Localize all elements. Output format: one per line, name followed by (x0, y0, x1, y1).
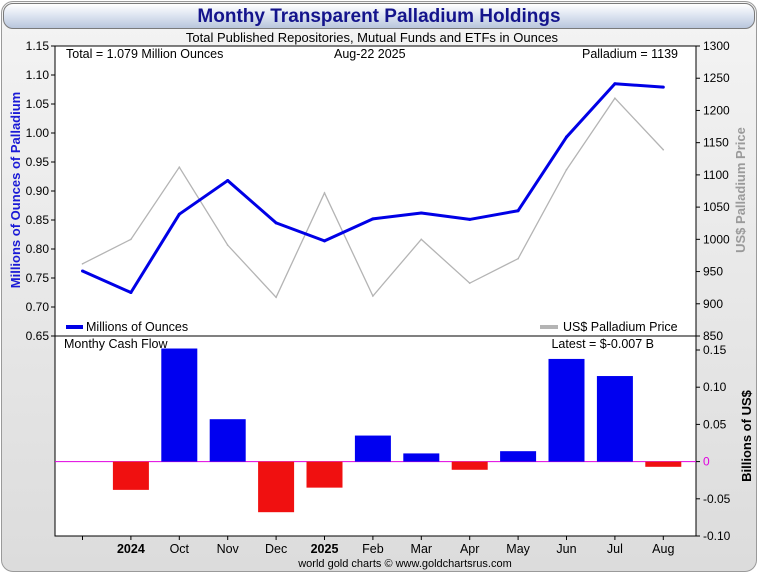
cashflow-bar (451, 461, 488, 470)
cashflow-bar (161, 348, 198, 462)
cashflow-bar (209, 419, 246, 462)
cashflow-tick-label: 0.10 (703, 380, 727, 394)
cashflow-bar (112, 461, 149, 490)
legend-holdings-label: Millions of Ounces (86, 320, 188, 334)
cashflow-bar (645, 461, 682, 467)
price-point (662, 148, 665, 151)
cashflow-bar (548, 358, 585, 462)
right-axis-title: US$ Palladium Price (733, 127, 748, 253)
left-tick-label: 1.05 (26, 97, 50, 111)
right-tick-label: 1150 (703, 136, 729, 150)
holdings-point (371, 217, 375, 221)
x-tick-label: Nov (217, 542, 240, 556)
cashflow-latest: Latest = $-0.007 B (551, 337, 654, 351)
x-tick-label: Apr (460, 542, 479, 556)
right-tick-label: 1300 (703, 39, 730, 53)
cashflow-bar (403, 453, 440, 462)
holdings-point (274, 221, 278, 225)
right-tick-label: 900 (703, 297, 723, 311)
price-point (323, 192, 326, 194)
left-tick-label: 0.80 (26, 242, 50, 256)
cashflow-tick-label: 0.15 (703, 343, 727, 357)
price-point (614, 97, 616, 99)
x-tick-label: Jul (607, 542, 623, 556)
holdings-point (516, 209, 520, 213)
cashflow-bar (306, 461, 343, 488)
x-tick-label: Oct (170, 542, 190, 556)
price-point (130, 238, 132, 241)
x-tick-label: Mar (411, 542, 433, 556)
cashflow-bar (500, 451, 537, 462)
holdings-point (468, 217, 472, 221)
cashflow-tick-label: -0.10 (703, 529, 731, 543)
left-axis-title: Millions of Ounces of Palladium (8, 92, 23, 288)
left-tick-label: 1.00 (26, 126, 50, 140)
x-tick-label: 2024 (117, 542, 145, 556)
right-tick-label: 1250 (703, 71, 730, 85)
cashflow-bar (596, 376, 633, 462)
left-tick-label: 0.90 (26, 184, 50, 198)
price-point (178, 166, 181, 168)
legend-price-label: US$ Palladium Price (563, 320, 678, 334)
holdings-point (129, 291, 133, 294)
chart-title: Monthy Transparent Palladium Holdings (3, 3, 755, 29)
footer-credit: world gold charts © www.goldchartsrus.co… (297, 558, 512, 570)
left-tick-label: 0.95 (26, 155, 50, 169)
cashflow-bar (354, 435, 391, 462)
right-tick-label: 1050 (703, 200, 730, 214)
left-tick-label: 0.70 (26, 300, 50, 314)
price-point (372, 295, 374, 297)
cashflow-tick-label: 0 (703, 455, 710, 469)
holdings-point (323, 239, 326, 243)
price-point (565, 168, 568, 171)
holdings-point (419, 211, 423, 215)
holdings-point (81, 269, 84, 273)
left-tick-label: 0.65 (26, 329, 50, 343)
right-tick-label: 1200 (703, 103, 730, 117)
cashflow-bar (258, 461, 295, 513)
right-tick-label: 1100 (703, 168, 729, 182)
holdings-point (613, 82, 617, 86)
x-tick-label: Aug (652, 542, 674, 556)
holdings-point (177, 212, 181, 216)
right-tick-label: 850 (703, 329, 723, 343)
price-point (226, 244, 229, 246)
right-tick-label: 1000 (703, 232, 730, 246)
chart-subtitle: Total Published Repositories, Mutual Fun… (186, 30, 559, 45)
x-tick-label: 2025 (311, 542, 339, 556)
cashflow-tick-label: -0.05 (703, 492, 731, 506)
cashflow-title: Monthy Cash Flow (64, 337, 168, 351)
x-tick-label: May (506, 542, 530, 556)
x-tick-label: Jun (556, 542, 576, 556)
holdings-point (565, 135, 568, 139)
price-point (420, 238, 423, 241)
left-tick-label: 0.85 (26, 213, 50, 227)
price-point (468, 282, 471, 284)
price-readout: Palladium = 1139 (582, 47, 678, 61)
price-point (275, 296, 277, 299)
x-tick-label: Feb (362, 542, 384, 556)
cashflow-tick-label: 0.05 (703, 417, 727, 431)
holdings-point (661, 85, 665, 89)
right-tick-label: 950 (703, 265, 723, 279)
cashflow-axis-title: Billions of US$ (739, 389, 754, 482)
price-point (81, 263, 84, 265)
price-point (517, 257, 519, 260)
left-tick-label: 0.75 (26, 271, 50, 285)
x-tick-label: Dec (265, 542, 287, 556)
holdings-point (226, 179, 230, 183)
date-readout: Aug-22 2025 (334, 47, 406, 61)
left-tick-label: 1.10 (26, 68, 50, 82)
total-readout: Total = 1.079 Million Ounces (66, 47, 223, 61)
left-tick-label: 1.15 (26, 39, 50, 53)
